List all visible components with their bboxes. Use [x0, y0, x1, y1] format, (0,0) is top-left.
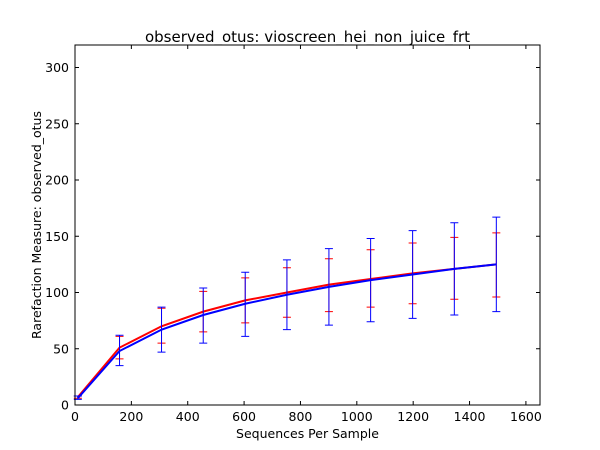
x-axis-label: Sequences Per Sample [236, 426, 379, 441]
y-tick-label: 300 [45, 60, 69, 75]
chart-title: observed_otus: vioscreen_hei_non_juice_f… [145, 28, 470, 47]
x-tick-label: 200 [119, 409, 143, 424]
y-tick-label: 0 [61, 398, 69, 413]
series-line-blue [77, 263, 497, 399]
x-tick-label: 400 [176, 409, 200, 424]
y-tick-label: 200 [45, 173, 69, 188]
axis-ticks: 0 200 400 600 800 1000 1200 1400 1600 0 50 100 150 20… [45, 45, 542, 424]
x-tick-label: 1600 [510, 409, 542, 424]
x-tick-label: 0 [71, 409, 79, 424]
x-tick-label: 1000 [341, 409, 373, 424]
plot-frame [74, 44, 541, 406]
x-tick-label: 800 [289, 409, 313, 424]
series-blue [73, 216, 501, 400]
x-tick-label: 600 [232, 409, 256, 424]
x-tick-label: 1400 [454, 409, 486, 424]
plot-area [73, 216, 501, 400]
y-tick-label: 50 [53, 341, 69, 356]
x-tick-label: 1200 [397, 409, 429, 424]
y-tick-label: 250 [45, 116, 69, 131]
y-axis-label: Rarefaction Measure: observed_otus [29, 111, 44, 339]
y-tick-label: 150 [45, 229, 69, 244]
y-tick-label: 100 [45, 285, 69, 300]
